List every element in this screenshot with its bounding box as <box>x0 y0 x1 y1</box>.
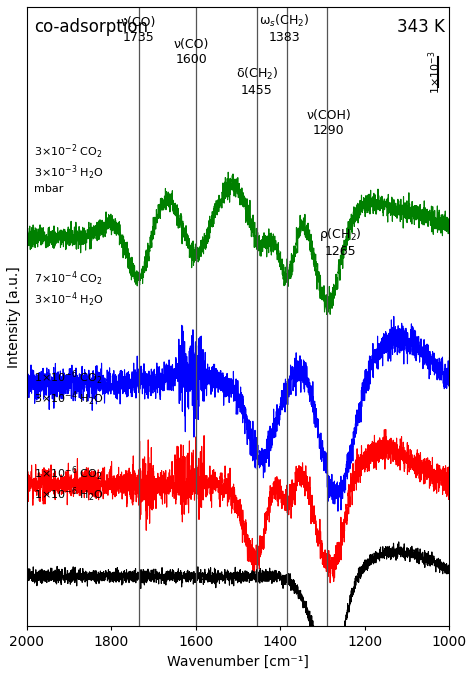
X-axis label: Wavenumber [cm⁻¹]: Wavenumber [cm⁻¹] <box>167 655 309 669</box>
Text: δ(CH$_2$)
1455: δ(CH$_2$) 1455 <box>236 66 278 97</box>
Y-axis label: Intensity [a.u.]: Intensity [a.u.] <box>7 266 21 368</box>
Text: 3×10$^{-2}$ CO$_2$
3×10$^{-3}$ H$_2$O
mbar: 3×10$^{-2}$ CO$_2$ 3×10$^{-3}$ H$_2$O mb… <box>34 143 104 193</box>
Text: 343 K: 343 K <box>397 18 445 36</box>
Text: 1×10$^{-6}$ CO$_2$
3×10$^{-4}$ H$_2$O: 1×10$^{-6}$ CO$_2$ 3×10$^{-4}$ H$_2$O <box>34 368 104 408</box>
Text: co-adsorption: co-adsorption <box>34 18 148 36</box>
Text: 1×10$^{-3}$: 1×10$^{-3}$ <box>426 50 443 94</box>
Text: ν(CO)
1600: ν(CO) 1600 <box>174 38 209 66</box>
Text: 1×10$^{-6}$ CO$_2$
1×10$^{-6}$ H$_2$O: 1×10$^{-6}$ CO$_2$ 1×10$^{-6}$ H$_2$O <box>34 464 104 504</box>
Text: ν(COH)
1290: ν(COH) 1290 <box>307 109 351 137</box>
Text: ρ(CH$_2$)
1265: ρ(CH$_2$) 1265 <box>319 226 362 258</box>
Text: ω$_s$(CH$_2$)
1383: ω$_s$(CH$_2$) 1383 <box>259 13 310 44</box>
Text: 7×10$^{-4}$ CO$_2$
3×10$^{-4}$ H$_2$O: 7×10$^{-4}$ CO$_2$ 3×10$^{-4}$ H$_2$O <box>34 269 104 308</box>
Text: ν(CO)
1735: ν(CO) 1735 <box>121 16 156 44</box>
